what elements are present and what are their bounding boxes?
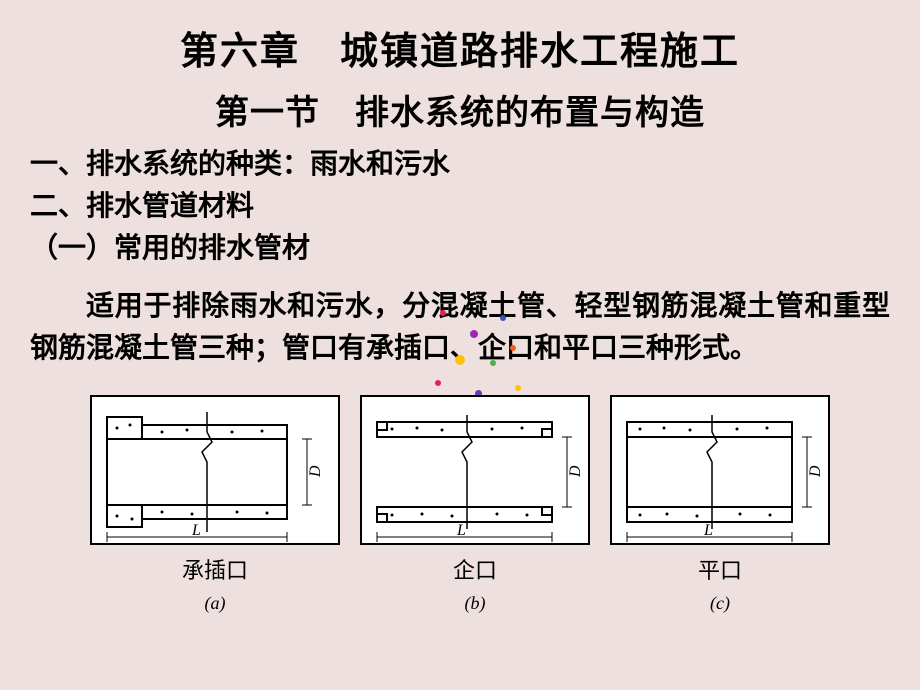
- diagram-b-label: 企口: [453, 553, 497, 585]
- dim-l-label: L: [191, 522, 201, 539]
- chapter-title: 第六章 城镇道路排水工程施工: [0, 0, 920, 75]
- body-paragraph: 适用于排除雨水和污水，分混凝土管、轻型钢筋混凝土管和重型钢筋混凝土管三种；管口有…: [0, 266, 920, 370]
- diagram-a-svg: D L: [90, 395, 340, 545]
- diagram-socket-joint: D L 承插口 (a): [90, 395, 340, 614]
- diagram-a-sub: (a): [205, 593, 226, 614]
- heading-types: 一、排水系统的种类：雨水和污水: [0, 134, 920, 182]
- svg-text:L: L: [703, 522, 713, 539]
- diagram-b-sub: (b): [465, 593, 486, 614]
- diagram-c-sub: (c): [710, 593, 730, 614]
- diagram-c-svg: D L: [610, 395, 830, 545]
- diagram-a-label: 承插口: [182, 553, 248, 585]
- diagram-c-label: 平口: [698, 553, 742, 585]
- pipe-diagrams: D L 承插口 (a): [0, 395, 920, 614]
- dim-d-label: D: [307, 465, 324, 478]
- diagram-b-svg: D L: [360, 395, 590, 545]
- diagram-tongue-groove: D L 企口 (b): [360, 395, 590, 614]
- diagram-flat-joint: D L 平口 (c): [610, 395, 830, 614]
- heading-materials: 二、排水管道材料: [0, 182, 920, 224]
- heading-common-pipes: （一）常用的排水管材: [0, 224, 920, 266]
- svg-text:D: D: [567, 465, 584, 478]
- section-title: 第一节 排水系统的布置与构造: [0, 75, 920, 134]
- svg-text:D: D: [807, 465, 824, 478]
- svg-text:L: L: [456, 522, 466, 539]
